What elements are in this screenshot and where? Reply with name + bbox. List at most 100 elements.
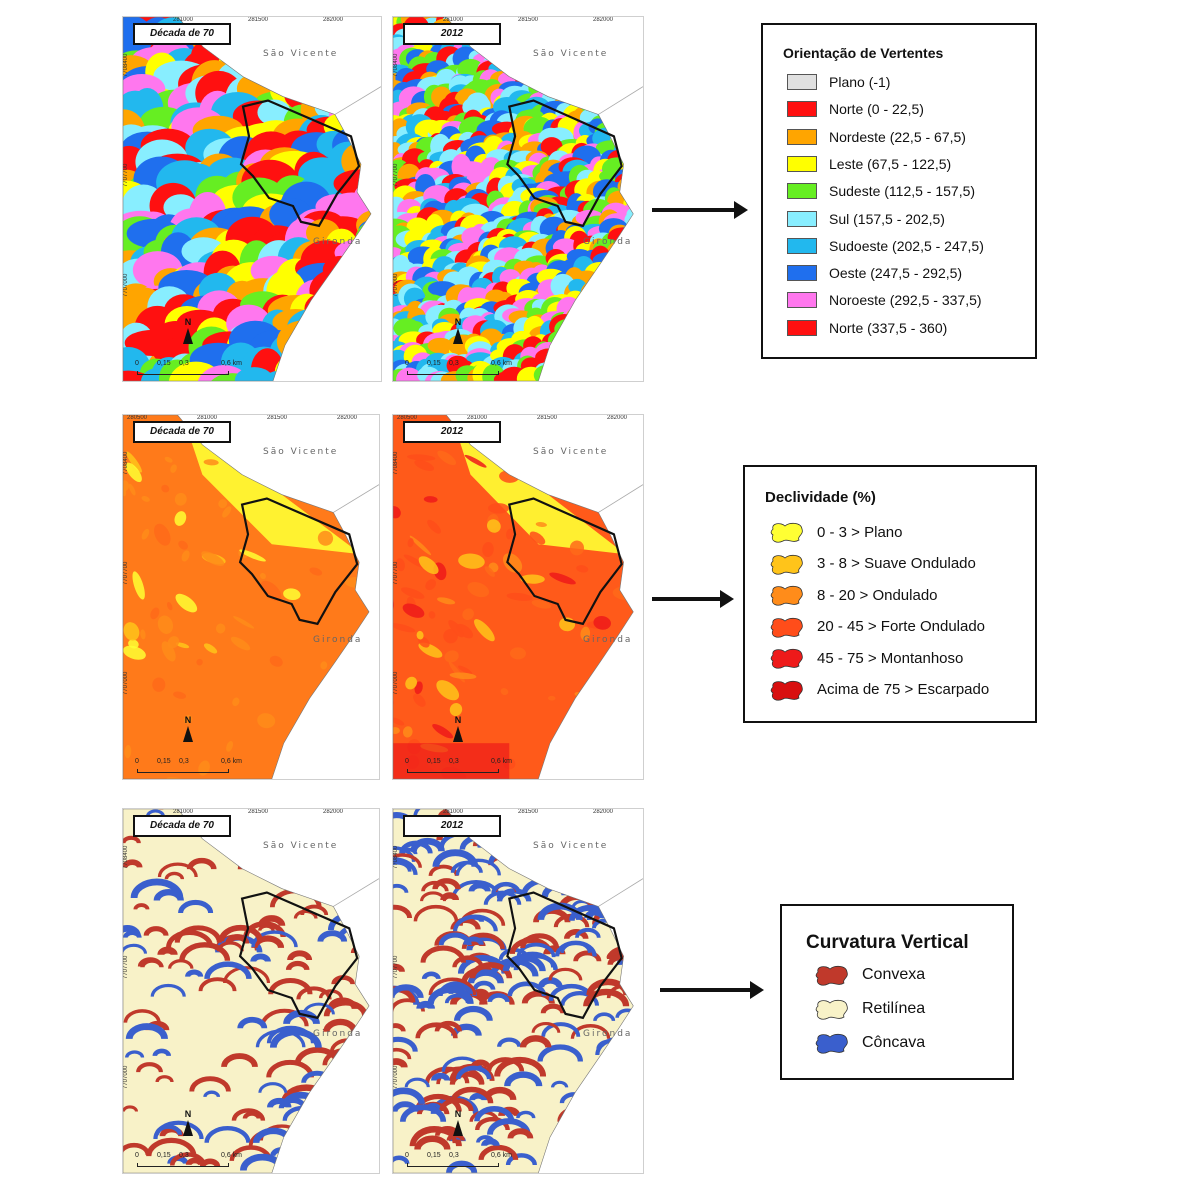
- coord-left: 7707000: [123, 1065, 129, 1089]
- legend-label: 0 - 3 > Plano: [817, 523, 903, 541]
- place-sao-vicente: São Vicente: [533, 841, 609, 851]
- coord-top: 280500: [127, 415, 148, 421]
- scale-bar: [137, 769, 229, 773]
- legend-label: Norte (337,5 - 360): [829, 319, 948, 336]
- legend-label: Convexa: [862, 966, 926, 983]
- legend-item: 45 - 75 > Montanhoso: [769, 647, 963, 669]
- map-title: 2012: [403, 23, 501, 45]
- legend-item: Norte (0 - 22,5): [787, 101, 924, 118]
- coord-left: 7708400: [123, 53, 129, 77]
- legend-label: 45 - 75 > Montanhoso: [817, 649, 964, 667]
- coord-top: 282000: [337, 415, 358, 421]
- scale-label: 0,3: [179, 758, 189, 765]
- legend-item: 0 - 3 > Plano: [769, 521, 902, 543]
- scale-label: 0: [135, 360, 139, 367]
- legend-blob-icon: [770, 522, 803, 543]
- north-arrow-icon: [453, 328, 463, 344]
- scale-label: 0: [405, 1152, 409, 1159]
- legend-item: Acima de 75 > Escarpado: [769, 679, 989, 701]
- coord-left: 7707700: [123, 163, 129, 187]
- coord-top: 281000: [173, 809, 194, 815]
- scale-label: 0,15: [157, 360, 171, 367]
- coord-top: 281000: [197, 415, 218, 421]
- scale-label: 0: [135, 758, 139, 765]
- legend-label: Côncava: [862, 1034, 926, 1051]
- north-arrow-icon: [453, 726, 463, 742]
- scale-label: 0,15: [157, 1152, 171, 1159]
- curvature-arrow: [660, 981, 764, 999]
- legend-item: Leste (67,5 - 122,5): [787, 155, 952, 172]
- coord-top: 281500: [248, 809, 269, 815]
- scale-label: 0,15: [427, 758, 441, 765]
- coord-top: 281500: [248, 17, 269, 23]
- legend-label: Noroeste (292,5 - 337,5): [829, 292, 982, 309]
- scale-bar: [407, 769, 499, 773]
- legend-swatch: [787, 265, 817, 282]
- scale-bar: [407, 1163, 499, 1167]
- scale-label: 0,6 km: [491, 1152, 513, 1159]
- coord-top: 281500: [518, 17, 539, 23]
- legend-swatch: [787, 128, 817, 145]
- north-label: N: [454, 317, 462, 327]
- legend-label: Nordeste (22,5 - 67,5): [829, 128, 966, 145]
- coord-top: 281000: [173, 17, 194, 23]
- north-arrow-icon: [183, 328, 193, 344]
- legend-label: Sul (157,5 - 202,5): [829, 210, 945, 227]
- legend-item: Norte (337,5 - 360): [787, 319, 948, 336]
- place-gironda: Gironda: [313, 1029, 363, 1039]
- coord-left: 7708400: [123, 451, 129, 475]
- scale-label: 0,6 km: [491, 758, 513, 765]
- legend-item: Sudoeste (202,5 - 247,5): [787, 237, 984, 254]
- legend-label: 3 - 8 > Suave Ondulado: [817, 555, 976, 572]
- place-sao-vicente: São Vicente: [533, 49, 609, 59]
- scale-label: 0,6 km: [221, 758, 243, 765]
- north-label: N: [454, 715, 462, 725]
- place-sao-vicente: São Vicente: [533, 447, 609, 457]
- legend-blob-icon: [770, 680, 803, 701]
- curvature-legend: Curvatura Vertical Convexa Retilínea Cônca…: [780, 904, 1014, 1080]
- legend-blob-icon: [770, 617, 803, 638]
- legend-item: Nordeste (22,5 - 67,5): [787, 128, 966, 145]
- slope-legend: Declividade (%) 0 - 3 > Plano 3 - 8 > Sua…: [743, 465, 1037, 723]
- north-arrow-icon: [183, 726, 193, 742]
- aspect-map-2012: 2012 281000 281500 282000 7708400 7707700 7707…: [392, 16, 644, 382]
- coord-left: 7708400: [393, 845, 399, 869]
- coord-top: 282000: [593, 17, 614, 23]
- aspect-arrow: [652, 201, 748, 219]
- scale-label: 0: [405, 360, 409, 367]
- scale-label: 0,3: [449, 758, 459, 765]
- coord-top: 280500: [397, 415, 418, 421]
- slope-map-2012: 2012 280500 281000 281500 282000 7708400 77077…: [392, 414, 644, 780]
- coord-left: 7708400: [393, 53, 399, 77]
- legend-label: Leste (67,5 - 122,5): [829, 155, 952, 172]
- coord-left: 7707000: [123, 671, 129, 695]
- slope-terrain-left: [123, 415, 379, 779]
- coord-top: 282000: [323, 17, 344, 23]
- coord-left: 7707700: [393, 561, 399, 585]
- place-gironda: Gironda: [313, 237, 363, 247]
- map-title: Década de 70: [133, 815, 231, 837]
- legend-item: 8 - 20 > Ondulado: [769, 584, 938, 606]
- slope-arrow: [652, 590, 734, 608]
- scale-label: 0,3: [179, 360, 189, 367]
- scale-label: 0,15: [157, 758, 171, 765]
- place-sao-vicente: São Vicente: [263, 841, 339, 851]
- slope-legend-title: Declividade (%): [765, 489, 876, 506]
- curvature-map-1970: Década de 70 281000 281500 282000 7708400 770…: [122, 808, 380, 1174]
- legend-label: 20 - 45 > Forte Ondulado: [817, 618, 986, 635]
- legend-item: Convexa: [814, 964, 925, 986]
- legend-swatch: [787, 101, 817, 118]
- legend-item: Sudeste (112,5 - 157,5): [787, 183, 975, 200]
- curvature-terrain-left: [123, 809, 379, 1173]
- legend-swatch: [787, 210, 817, 227]
- aspect-terrain-left: [123, 17, 381, 381]
- north-label: N: [184, 715, 192, 725]
- map-title: Década de 70: [133, 421, 231, 443]
- legend-item: Sul (157,5 - 202,5): [787, 210, 945, 227]
- legend-swatch: [787, 183, 817, 200]
- legend-blob-icon: [815, 965, 848, 986]
- legend-item: Côncava: [814, 1032, 925, 1054]
- north-label: N: [184, 1109, 192, 1119]
- scale-label: 0: [405, 758, 409, 765]
- north-arrow-icon: [183, 1120, 193, 1136]
